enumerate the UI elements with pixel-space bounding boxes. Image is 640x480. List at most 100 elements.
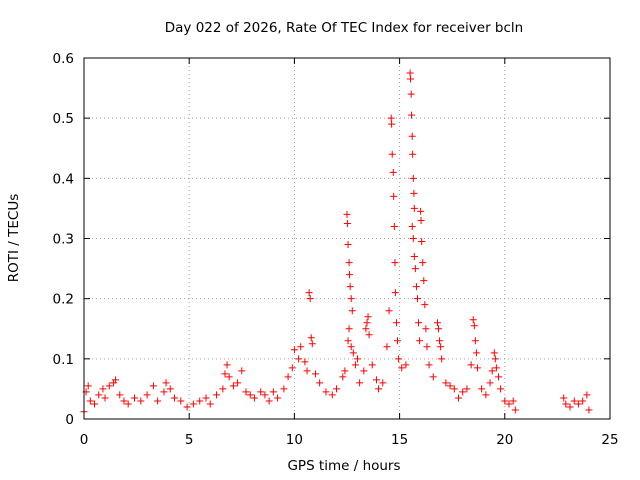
data-point	[478, 385, 486, 393]
data-point	[99, 385, 107, 393]
data-point	[183, 403, 191, 411]
y-tick-label: 0.1	[53, 352, 74, 368]
plot-frame	[83, 57, 611, 420]
data-point	[435, 325, 443, 333]
data-point	[332, 385, 340, 393]
y-tick-label: 0.3	[53, 232, 74, 248]
y-tick-label: 0.5	[53, 111, 74, 127]
data-point	[170, 394, 178, 402]
data-point	[143, 391, 151, 399]
x-tick-label: 25	[601, 432, 618, 448]
data-point	[391, 259, 399, 267]
data-point	[408, 132, 416, 140]
data-point	[511, 406, 519, 414]
x-tick-label: 5	[185, 432, 194, 448]
data-point	[322, 388, 330, 396]
data-point	[130, 394, 138, 402]
data-point	[356, 379, 364, 387]
data-point	[409, 174, 417, 182]
data-point	[343, 210, 351, 218]
data-point	[410, 189, 418, 197]
data-point	[421, 301, 429, 309]
data-point	[389, 168, 397, 176]
data-point	[280, 385, 288, 393]
data-point	[409, 150, 417, 158]
x-tick-label: 20	[496, 432, 513, 448]
data-point	[416, 337, 424, 345]
data-point	[420, 277, 428, 285]
y-tick-label: 0.6	[53, 51, 74, 67]
data-point	[412, 283, 420, 291]
data-point	[467, 361, 475, 369]
data-point	[257, 388, 265, 396]
data-point	[562, 400, 570, 408]
data-point	[288, 364, 296, 372]
data-point	[344, 241, 352, 249]
x-axis-label: GPS time / hours	[287, 458, 400, 474]
data-point	[196, 397, 204, 405]
data-point	[229, 382, 237, 390]
data-point	[189, 400, 197, 408]
data-point	[442, 379, 450, 387]
data-point	[383, 343, 391, 351]
data-point	[348, 307, 356, 315]
data-points	[80, 69, 593, 416]
data-point	[261, 391, 269, 399]
data-point	[284, 373, 292, 381]
data-point	[242, 388, 250, 396]
data-point	[422, 325, 430, 333]
data-point	[410, 204, 418, 212]
data-point	[488, 367, 496, 375]
data-point	[433, 319, 441, 327]
data-point	[492, 364, 500, 372]
data-point	[238, 367, 246, 375]
y-tick-label: 0.2	[53, 292, 74, 308]
data-point	[388, 120, 396, 128]
data-point	[391, 289, 399, 297]
data-point	[162, 379, 170, 387]
data-point	[450, 385, 458, 393]
data-point	[472, 349, 480, 357]
data-point	[219, 385, 227, 393]
data-point	[387, 114, 395, 122]
data-point	[407, 75, 415, 83]
data-point	[494, 373, 502, 381]
data-point	[393, 337, 401, 345]
data-point	[301, 358, 309, 366]
data-point	[501, 397, 509, 405]
data-point	[303, 367, 311, 375]
data-point	[417, 207, 425, 215]
data-point	[482, 391, 490, 399]
data-point	[265, 397, 273, 405]
data-point	[345, 325, 353, 333]
data-point	[406, 69, 414, 77]
data-point	[415, 319, 423, 327]
data-point	[419, 259, 427, 267]
data-point	[407, 90, 415, 98]
data-point	[225, 373, 233, 381]
data-point	[509, 397, 517, 405]
data-point	[341, 367, 349, 375]
data-point	[274, 394, 282, 402]
data-point	[365, 331, 373, 339]
data-point	[390, 192, 398, 200]
data-point	[579, 397, 587, 405]
data-point	[124, 400, 132, 408]
data-point	[166, 385, 174, 393]
data-point	[491, 355, 499, 363]
data-point	[290, 346, 298, 354]
data-point	[160, 388, 168, 396]
data-point	[213, 391, 221, 399]
data-point	[177, 397, 185, 405]
data-point	[505, 400, 513, 408]
data-point	[101, 394, 109, 402]
data-point	[574, 400, 582, 408]
data-point	[395, 355, 403, 363]
data-point	[583, 391, 591, 399]
data-point	[566, 403, 574, 411]
data-point	[463, 385, 471, 393]
data-point	[417, 216, 425, 224]
data-point	[470, 322, 478, 330]
data-point	[308, 340, 316, 348]
